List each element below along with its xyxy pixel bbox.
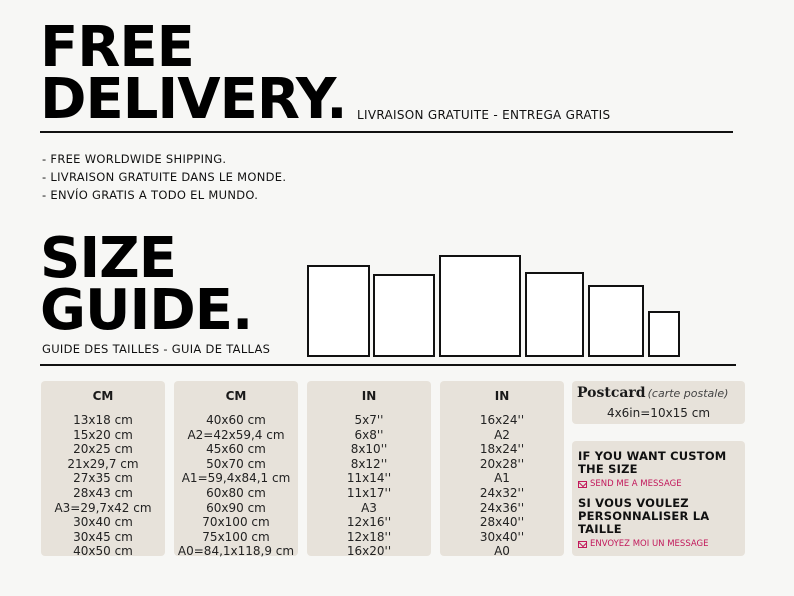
size-value: 21x29,7 cm bbox=[67, 456, 139, 471]
shipping-item: - FREE WORLDWIDE SHIPPING. bbox=[42, 152, 227, 166]
shipping-list: - FREE WORLDWIDE SHIPPING. - LIVRAISON G… bbox=[42, 150, 286, 204]
size-value: 16x20'' bbox=[346, 544, 392, 559]
title-line-free: FREE bbox=[40, 15, 195, 80]
size-value: 12x18'' bbox=[346, 529, 392, 544]
frame-illustration bbox=[439, 255, 521, 357]
title-line-delivery: DELIVERY. bbox=[40, 66, 347, 132]
column-header: IN bbox=[494, 389, 510, 403]
divider-bottom bbox=[40, 364, 736, 366]
size-guide-subtitle: GUIDE DES TAILLES - GUIA DE TALLAS bbox=[42, 342, 271, 356]
custom-heading-en: IF YOU WANT CUSTOM THE SIZE bbox=[578, 449, 727, 476]
size-value: 28x43 cm bbox=[73, 485, 133, 500]
size-value: 13x18 cm bbox=[73, 413, 133, 427]
size-value: 11x14'' bbox=[346, 471, 392, 486]
size-value: A3=29,7x42 cm bbox=[54, 500, 152, 515]
size-value: A0 bbox=[494, 544, 510, 559]
shipping-item: - ENVÍO GRATIS A TODO EL MUNDO. bbox=[42, 188, 259, 202]
size-value: 70x100 cm bbox=[202, 515, 270, 530]
mail-icon bbox=[578, 480, 587, 488]
postcard-title-text: Postcard bbox=[577, 385, 646, 401]
size-value: 27x35 cm bbox=[73, 471, 133, 486]
size-value: 50x70 cm bbox=[206, 456, 266, 471]
size-value: 24x36'' bbox=[479, 500, 525, 515]
envoyez-message-label: ENVOYEZ MOI UN MESSAGE bbox=[590, 539, 709, 549]
size-value: 60x80 cm bbox=[206, 485, 266, 500]
size-value: 6x8'' bbox=[354, 427, 384, 442]
column-header: IN bbox=[361, 389, 377, 403]
frame-illustration bbox=[648, 311, 680, 357]
size-value: A0=84,1x118,9 cm bbox=[177, 544, 295, 559]
column-header: CM bbox=[225, 389, 247, 403]
size-value: 60x90 cm bbox=[206, 500, 266, 515]
size-value: 30x45 cm bbox=[73, 529, 133, 544]
frame-illustration bbox=[307, 265, 370, 357]
postcard-size: 4x6in=10x15 cm bbox=[606, 406, 711, 420]
mail-icon bbox=[578, 540, 587, 548]
postcard-box: Postcard (carte postale) 4x6in=10x15 cm bbox=[572, 381, 745, 424]
size-guide-title: SIZE GUIDE. bbox=[40, 226, 253, 343]
size-value: 18x24'' bbox=[479, 442, 525, 457]
frame-illustration bbox=[525, 272, 584, 357]
free-delivery-title: FREE DELIVERY. bbox=[40, 15, 347, 132]
custom-heading-fr: SI VOUS VOULEZ PERSONNALISER LA TAILLE bbox=[578, 496, 710, 536]
size-value: 20x25 cm bbox=[73, 442, 133, 457]
size-value: 40x50 cm bbox=[73, 544, 133, 559]
size-value: 24x32'' bbox=[479, 485, 525, 500]
size-value: 28x40'' bbox=[479, 515, 525, 530]
frame-illustration bbox=[588, 285, 644, 357]
title-line-guide: GUIDE. bbox=[40, 277, 253, 343]
size-column-in-1: IN 5x7'' 6x8'' 8x10'' 8x12'' 11x14'' 11x… bbox=[307, 381, 431, 559]
size-value: 20x28'' bbox=[479, 456, 525, 471]
size-value: 30x40 cm bbox=[73, 515, 133, 530]
divider-top bbox=[40, 131, 733, 133]
size-value: 5x7'' bbox=[354, 413, 384, 427]
shipping-item: - LIVRAISON GRATUITE DANS LE MONDE. bbox=[42, 170, 287, 184]
size-value: A1=59,4x84,1 cm bbox=[181, 471, 291, 486]
size-value: 45x60 cm bbox=[206, 442, 266, 457]
send-message-link[interactable]: SEND ME A MESSAGE bbox=[578, 479, 739, 489]
envoyez-message-link[interactable]: ENVOYEZ MOI UN MESSAGE bbox=[578, 539, 739, 549]
custom-size-box: IF YOU WANT CUSTOM THE SIZE SEND ME A ME… bbox=[572, 441, 745, 556]
size-value: A1 bbox=[494, 471, 510, 486]
size-value: 8x10'' bbox=[350, 442, 388, 457]
delivery-subtitle: LIVRAISON GRATUITE - ENTREGA GRATIS bbox=[357, 108, 611, 122]
postcard-subtitle: (carte postale) bbox=[647, 387, 729, 400]
size-value: 75x100 cm bbox=[202, 529, 270, 544]
size-value: 16x24'' bbox=[479, 413, 525, 427]
size-column-in-2: IN 16x24'' A2 18x24'' 20x28'' A1 24x32''… bbox=[440, 381, 564, 559]
size-value: A2=42x59,4 cm bbox=[187, 427, 285, 442]
column-header: CM bbox=[92, 389, 114, 403]
title-line-size: SIZE bbox=[40, 226, 177, 291]
size-value: A3 bbox=[361, 500, 377, 515]
size-value: 11x17'' bbox=[346, 485, 392, 500]
size-value: 15x20 cm bbox=[73, 427, 133, 442]
size-value: 40x60 cm bbox=[206, 413, 266, 427]
size-value: 8x12'' bbox=[350, 456, 388, 471]
size-column-cm-2: CM 40x60 cm A2=42x59,4 cm 45x60 cm 50x70… bbox=[174, 381, 298, 559]
send-message-label: SEND ME A MESSAGE bbox=[590, 479, 682, 489]
size-value: 12x16'' bbox=[346, 515, 392, 530]
size-value: A2 bbox=[494, 427, 510, 442]
size-value: 30x40'' bbox=[479, 529, 525, 544]
frame-illustration bbox=[373, 274, 435, 357]
size-column-cm-1: CM 13x18 cm 15x20 cm 20x25 cm 21x29,7 cm… bbox=[41, 381, 165, 559]
postcard-title: Postcard (carte postale) bbox=[577, 385, 728, 401]
